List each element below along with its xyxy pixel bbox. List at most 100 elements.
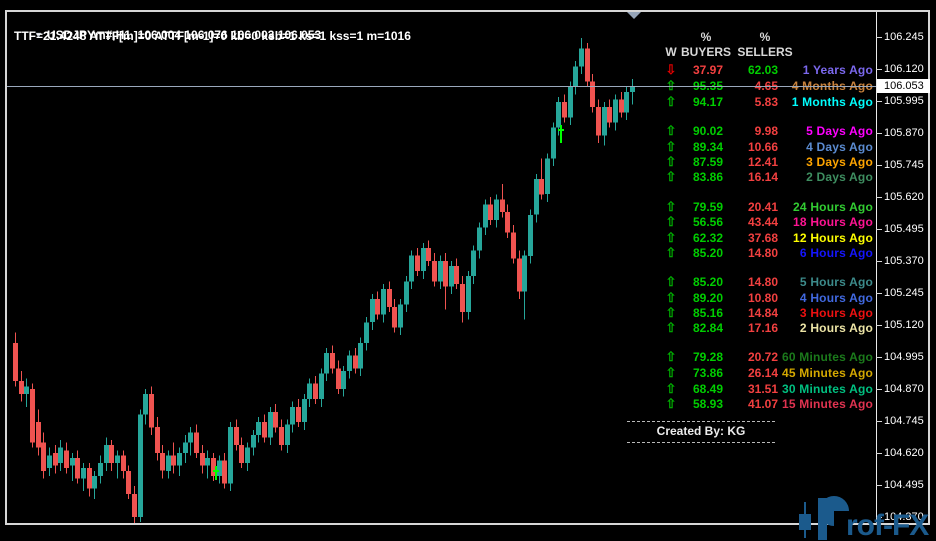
up-arrow-icon: ⇧: [665, 290, 677, 305]
timeframe-row: ⇧ 79.28 20.72 60 Minutes Ago: [650, 349, 873, 365]
sellers-percent-value: 10.80: [747, 291, 778, 305]
candle: [166, 450, 171, 479]
buyers-percent-value: 62.32: [692, 231, 723, 245]
sellers-percent-value: 10.66: [747, 140, 778, 154]
timeframe-row: ⇧ 89.20 10.80 4 Hours Ago: [650, 290, 873, 306]
signal-marker-icon: [213, 466, 219, 480]
sellers-percent-sign: %: [759, 30, 771, 44]
buyers-percent-sign: %: [700, 30, 712, 44]
up-arrow-icon: ⇧: [665, 274, 677, 289]
buyers-percent-value: 85.16: [692, 306, 723, 320]
candle: [58, 440, 63, 471]
buyers-percent-value: 56.56: [692, 215, 723, 229]
up-arrow-icon: ⇧: [665, 154, 677, 169]
candle: [341, 365, 346, 397]
candle: [290, 401, 295, 433]
buyers-percent-value: 89.20: [692, 291, 723, 305]
up-arrow-icon: ⇧: [665, 305, 677, 320]
axis-tick-label: 105.995: [884, 95, 924, 107]
up-arrow-icon: ⇧: [665, 365, 677, 380]
column-header-buyers: BUYERS: [680, 45, 731, 59]
axis-tick-mark: [876, 325, 882, 326]
collapse-triangle-icon[interactable]: ▼: [34, 30, 43, 40]
candlestick-chart[interactable]: [7, 12, 876, 523]
timeframe-label: 30 Minutes Ago: [781, 382, 873, 396]
axis-tick-label: 105.495: [884, 223, 924, 235]
buyers-percent-value: 94.17: [692, 95, 723, 109]
candle: [98, 455, 103, 484]
created-by-block: Created By: KG: [627, 421, 775, 443]
candle: [234, 419, 239, 451]
axis-tick-mark: [876, 165, 882, 166]
axis-tick-mark: [876, 453, 882, 454]
candle: [551, 122, 556, 167]
up-arrow-icon: ⇧: [665, 214, 677, 229]
timeframe-label: 24 Hours Ago: [793, 200, 873, 214]
candle: [409, 250, 414, 289]
candle: [415, 248, 420, 277]
candle: [262, 414, 267, 443]
timeframe-label: 2 Hours Ago: [799, 321, 873, 335]
candle: [392, 299, 397, 333]
timeframe-row: ⇧ 62.32 37.68 12 Hours Ago: [650, 231, 873, 246]
candle: [404, 276, 409, 312]
candle: [307, 378, 312, 407]
candle: [30, 383, 35, 448]
timeframe-label: 1 Months Ago: [791, 95, 873, 109]
up-arrow-icon: ⇧: [665, 123, 677, 138]
sellers-percent-value: 14.84: [747, 306, 778, 320]
current-price-line: [7, 86, 876, 87]
candle: [624, 86, 629, 120]
timeframe-label: 5 Days Ago: [806, 124, 873, 138]
candle: [353, 347, 358, 374]
candle: [24, 378, 29, 407]
current-price-label: 106.053: [877, 79, 930, 93]
candle: [358, 337, 363, 376]
candle: [370, 294, 375, 330]
timeframe-row: ⇧ 83.86 16.14 2 Days Ago: [650, 170, 873, 185]
timeframe-row: ⇧ 79.59 20.41 24 Hours Ago: [650, 200, 873, 215]
axis-tick-mark: [876, 485, 882, 486]
candle: [302, 394, 307, 430]
candle: [268, 406, 273, 446]
candle: [228, 422, 233, 492]
axis-tick-label: 106.120: [884, 63, 924, 75]
axis-tick-label: 104.620: [884, 447, 924, 459]
up-arrow-icon: ⇧: [665, 349, 677, 364]
candle: [590, 74, 595, 113]
candle: [375, 291, 380, 320]
prof-fx-logo: rof-FX: [799, 496, 930, 541]
axis-tick-label: 104.870: [884, 383, 924, 395]
timeframe-label: 15 Minutes Ago: [781, 397, 873, 411]
candle: [47, 447, 52, 476]
candle: [568, 81, 573, 126]
candle: [245, 442, 250, 471]
candle: [449, 260, 454, 295]
candle: [217, 455, 222, 484]
timeframe-row: ⇧ 94.17 5.83 1 Months Ago: [650, 95, 873, 110]
buyers-percent-value: 87.59: [692, 155, 723, 169]
axis-tick-label: 105.620: [884, 191, 924, 203]
candle: [454, 258, 459, 289]
dashed-divider-top: [627, 421, 775, 422]
axis-tick-label: 106.245: [884, 31, 924, 43]
candle: [160, 445, 165, 479]
candle: [171, 442, 176, 474]
down-arrow-icon: ⇩: [665, 62, 677, 77]
sellers-percent-value: 31.51: [747, 382, 778, 396]
up-arrow-icon: ⇧: [665, 396, 677, 411]
candle: [562, 94, 567, 123]
timeframe-row: ⇧ 89.34 10.66 4 Days Ago: [650, 140, 873, 155]
candle: [273, 404, 278, 433]
candle: [188, 427, 193, 456]
timeframe-row: ⇧ 85.20 14.80 6 Hours Ago: [650, 246, 873, 261]
candle: [149, 386, 154, 435]
symbol-ohlc-line: ▼ USDJPYm#,H1 106.004 106.076 106.003 106…: [14, 14, 321, 56]
candle: [13, 332, 18, 387]
panel-header-percent-row: % %: [650, 30, 873, 44]
candle: [279, 419, 284, 451]
timeframe-row: ⇧ 85.20 14.80 5 Hours Ago: [650, 274, 873, 290]
candle: [466, 271, 471, 320]
candle: [494, 194, 499, 228]
sellers-percent-value: 17.16: [747, 321, 778, 335]
